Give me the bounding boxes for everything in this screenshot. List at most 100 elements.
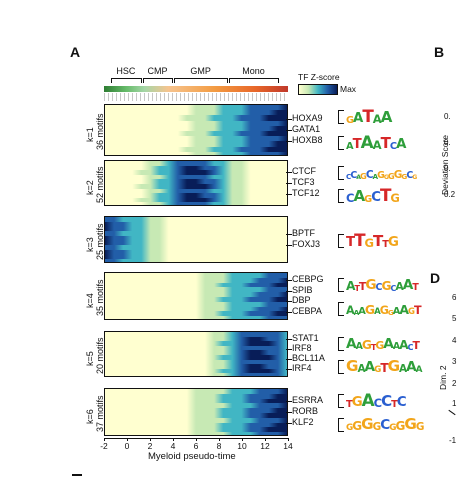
heatmap-row: [105, 393, 287, 400]
motif-letter: A: [399, 363, 407, 375]
tf-label: KLF2: [292, 416, 314, 427]
motif-letter: T: [380, 134, 391, 152]
heatmap-row: [105, 277, 287, 284]
heatmap-row: [105, 170, 287, 176]
motif-letter: C: [365, 169, 374, 181]
motif-letter: A: [395, 280, 403, 293]
colorbar: [298, 84, 338, 95]
logo-bracket: [338, 189, 344, 203]
heatmap-row: [105, 217, 287, 223]
logo-bracket: [338, 166, 344, 180]
heatmap-row: [105, 141, 287, 148]
tf-label: CTCF: [292, 165, 316, 176]
motif-letter: T: [391, 399, 398, 410]
motif-letter: A: [353, 111, 363, 126]
motif-letter: A: [383, 336, 394, 352]
motif-letter: G: [395, 419, 405, 433]
tf-label: BPTF: [292, 227, 316, 238]
motif-letter: G: [346, 115, 354, 126]
motif-letter: T: [362, 106, 373, 126]
motif-letter: T: [354, 229, 365, 250]
motif-letter: G: [359, 171, 367, 181]
tf-leader-line: [286, 339, 292, 340]
motif-letter: A: [392, 341, 400, 352]
heatmap-row: [105, 332, 287, 338]
motif-letter: A: [361, 390, 375, 410]
x-tick-mark: [150, 438, 151, 441]
motif-letter: T: [352, 137, 362, 152]
stage-bracket: [229, 78, 279, 83]
motif-letter: C: [396, 395, 407, 410]
panel-b-y-tick: 0.: [444, 112, 451, 121]
motif-letter: G: [393, 169, 403, 181]
motif-logo: CAGCTG: [346, 185, 400, 205]
motif-letter: G: [364, 235, 375, 250]
heatmap-row: [105, 197, 287, 203]
heatmap-row: [105, 336, 287, 342]
motif-letter: T: [346, 399, 353, 410]
logo-bracket: [338, 302, 344, 316]
stage-label-gmp: GMP: [190, 66, 211, 76]
tf-leader-line: [286, 118, 292, 120]
tf-leader-line: [286, 359, 292, 360]
motif-letter: G: [381, 279, 391, 293]
panel-b-y-tick: 0.2: [444, 190, 456, 199]
motif-letter: A: [356, 174, 361, 181]
motif-logo: GGGGCGGGG: [346, 414, 424, 434]
heatmap-row: [105, 413, 287, 419]
motif-logo: GATAA: [346, 106, 392, 126]
motif-letter: A: [402, 277, 414, 293]
tf-leader-line: [286, 193, 292, 195]
heatmap-row: [105, 245, 287, 251]
heatmap-cluster-2: [104, 160, 288, 206]
motif-letter: G: [351, 395, 363, 410]
motif-letter: C: [406, 170, 413, 181]
tf-label: TCF12: [292, 187, 320, 198]
motif-letter: G: [387, 308, 394, 317]
heatmap-row: [105, 359, 287, 365]
heatmap-row: [105, 249, 287, 256]
motif-letter: G: [361, 415, 374, 433]
cell-density-track: [104, 93, 288, 101]
panel-d-y-tick: 3: [452, 357, 457, 366]
motif-logo: AAGTGAAACT: [346, 333, 420, 353]
tf-label: ESRRA: [292, 394, 324, 405]
motif-letter: A: [399, 302, 409, 317]
motif-letter: A: [374, 307, 381, 317]
tf-label: BCL11A: [292, 353, 325, 363]
motif-letter: G: [365, 277, 376, 293]
heatmap-row: [105, 297, 287, 303]
x-tick-label: 0: [124, 441, 130, 451]
motif-letter: A: [358, 306, 366, 317]
motif-letter: G: [364, 194, 372, 205]
logo-bracket: [338, 136, 344, 150]
tf-label: HOXB8: [292, 134, 323, 145]
motif-letter: A: [346, 336, 357, 352]
x-tick-label: 6: [193, 441, 199, 451]
tf-leader-line: [286, 171, 292, 173]
tf-label: CEBPA: [292, 305, 322, 316]
tf-leader-line: [286, 182, 292, 184]
heatmap-row: [105, 422, 287, 428]
tf-leader-line: [286, 411, 292, 413]
tf-label: GATA1: [292, 123, 321, 134]
colorbar-title: TF Z-score: [298, 72, 340, 82]
motif-letter: C: [346, 191, 355, 205]
heatmap-row: [105, 131, 287, 137]
heatmap-row: [105, 398, 287, 404]
tf-leader-line: [286, 244, 292, 246]
motif-letter: T: [412, 282, 418, 293]
heatmap-row: [105, 341, 287, 347]
motif-letter: T: [346, 234, 355, 250]
x-tick-label: 8: [216, 441, 222, 451]
motif-letter: A: [372, 138, 382, 152]
heatmap-cluster-6: [104, 388, 288, 436]
heatmap-row: [105, 345, 287, 351]
motif-letter: G: [390, 191, 400, 205]
motif-letter: A: [392, 306, 401, 317]
tf-leader-line: [286, 369, 292, 370]
motif-letter: G: [379, 304, 389, 317]
motif-letter: C: [346, 172, 351, 181]
